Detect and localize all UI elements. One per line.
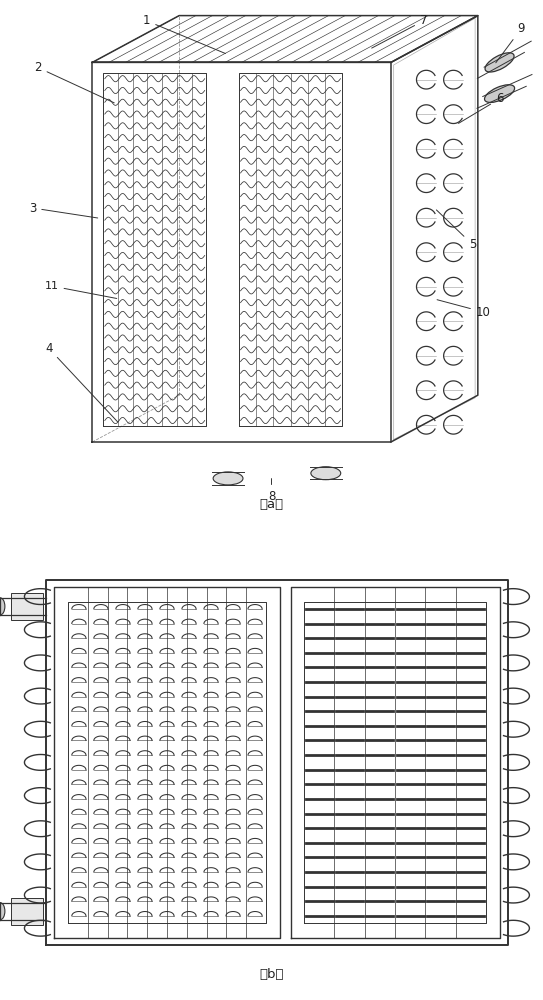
Text: 7: 7	[372, 14, 427, 48]
Ellipse shape	[0, 903, 5, 920]
Bar	[11, 898, 43, 925]
Ellipse shape	[213, 472, 243, 485]
Ellipse shape	[0, 598, 5, 615]
Text: 4: 4	[45, 342, 118, 422]
Text: 8: 8	[268, 479, 275, 503]
Ellipse shape	[485, 53, 514, 72]
Bar	[11, 593, 43, 620]
Text: 5: 5	[437, 210, 476, 251]
Text: 1: 1	[143, 14, 225, 54]
Text: 2: 2	[34, 61, 114, 103]
Text: 10: 10	[437, 300, 491, 318]
Text: 3: 3	[29, 202, 98, 218]
Text: （b）: （b）	[259, 968, 284, 981]
Text: （a）: （a）	[260, 498, 283, 511]
Ellipse shape	[311, 467, 341, 480]
Text: 6: 6	[458, 92, 503, 123]
Text: 9: 9	[496, 22, 525, 63]
Ellipse shape	[484, 85, 515, 102]
Text: 11: 11	[45, 281, 117, 298]
